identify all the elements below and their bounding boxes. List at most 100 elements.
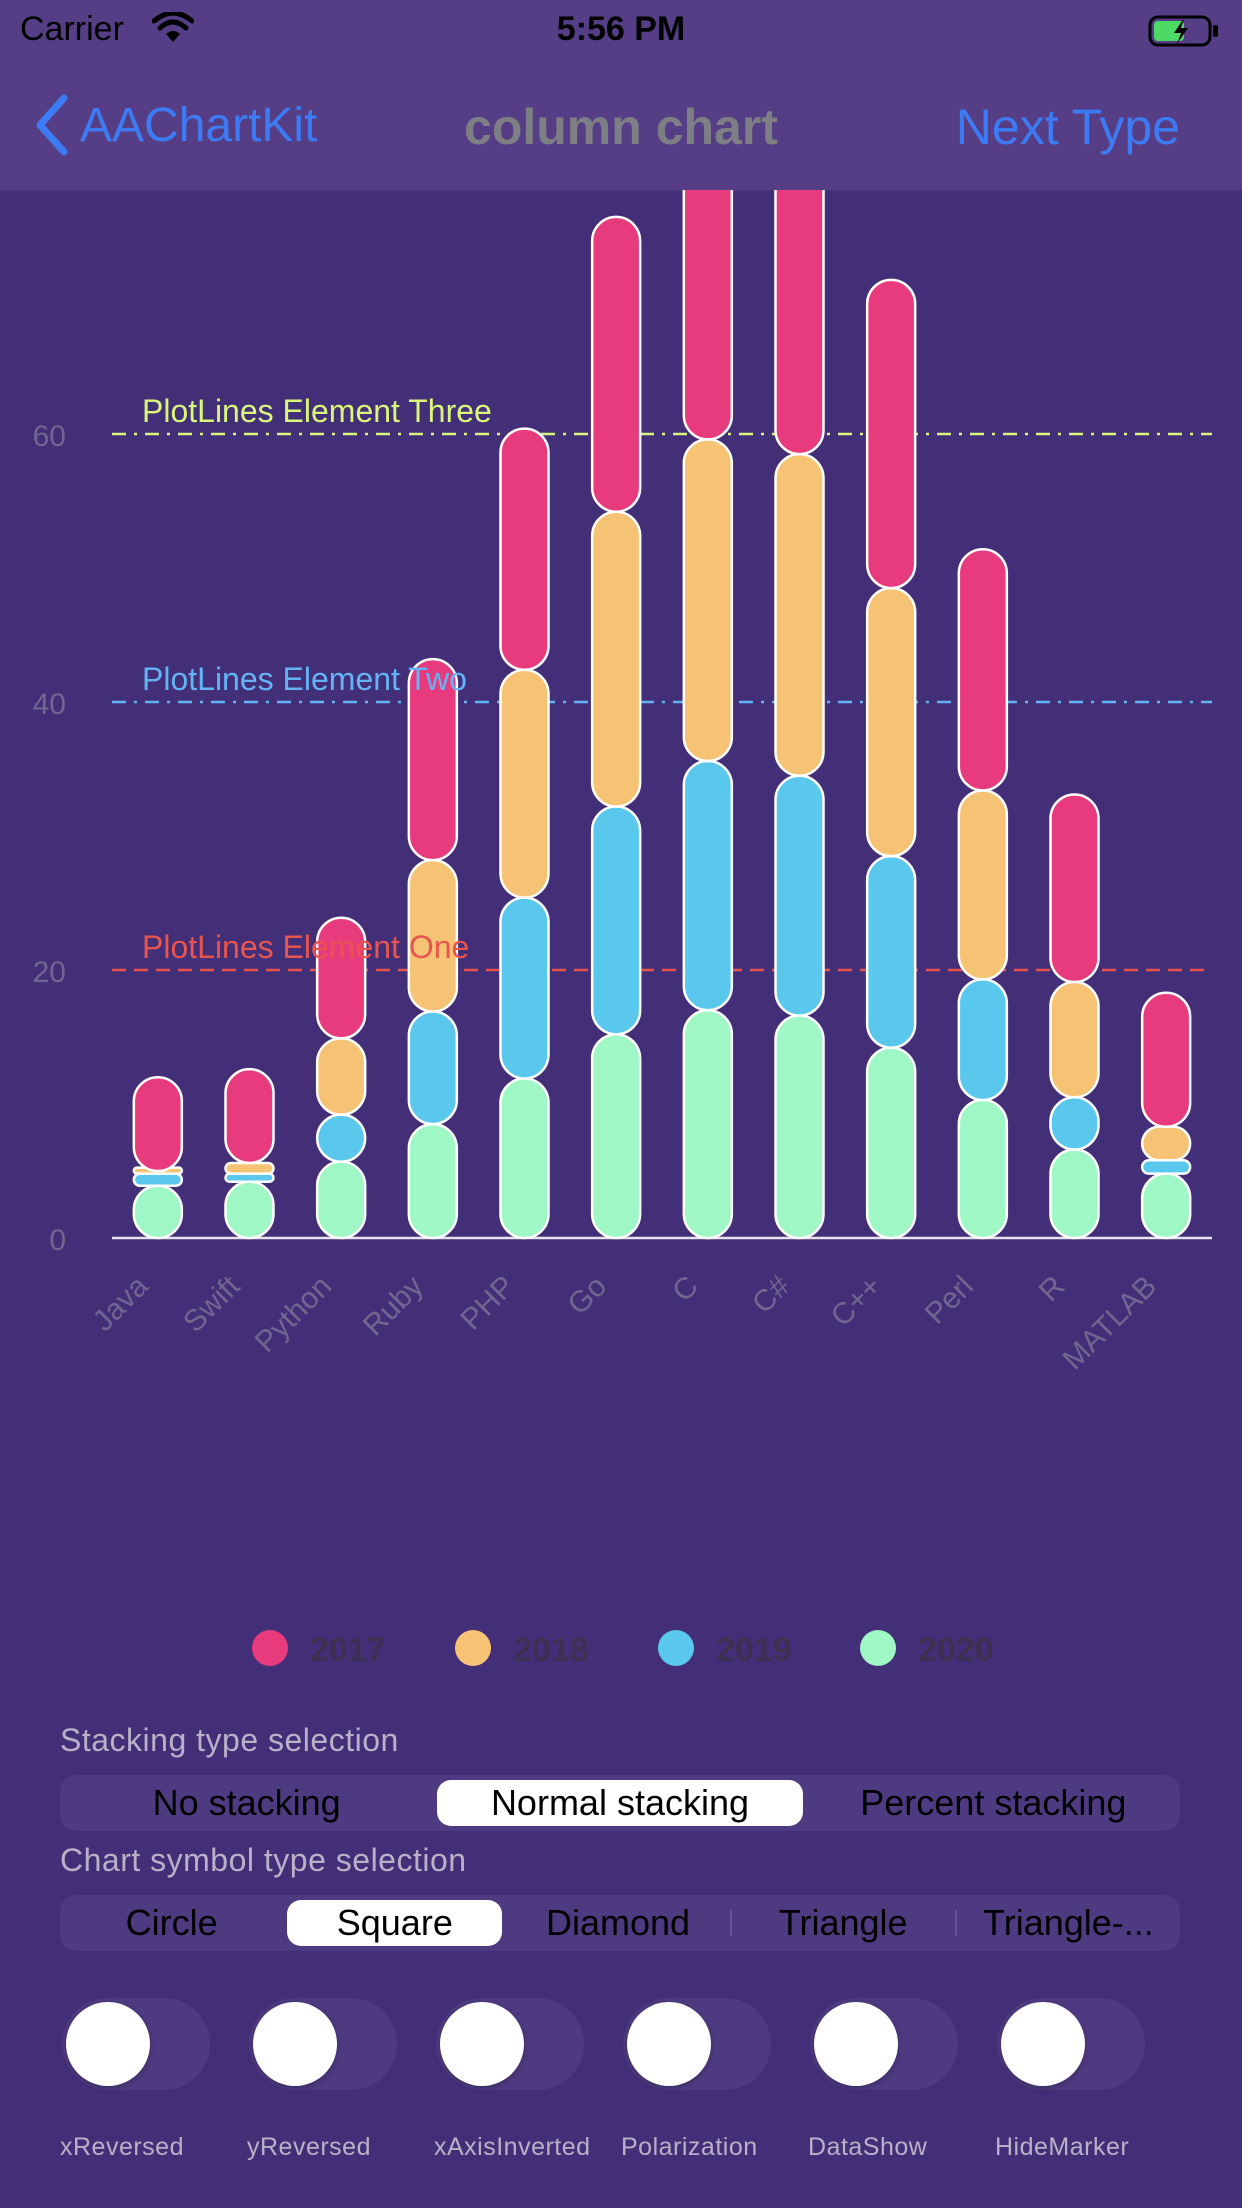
- bar-segment[interactable]: [1140, 1125, 1192, 1162]
- stacking-option[interactable]: Percent stacking: [860, 1782, 1127, 1823]
- bar-segment[interactable]: [407, 1010, 459, 1126]
- bar-segment[interactable]: [1049, 980, 1100, 1099]
- legend-marker: [860, 1630, 896, 1666]
- bar-segment[interactable]: [224, 1067, 275, 1165]
- legend-item[interactable]: 2019: [658, 1630, 792, 1669]
- segment-divider: [729, 1910, 732, 1936]
- bar-segment[interactable]: [1049, 793, 1100, 984]
- bar-segment[interactable]: [1049, 1096, 1100, 1151]
- plot-line-label: PlotLines Element Three: [142, 393, 492, 429]
- wifi-icon: [151, 10, 195, 49]
- x-tick-label: R: [1033, 1270, 1072, 1309]
- bar-segment[interactable]: [774, 774, 825, 1017]
- bar-segment[interactable]: [865, 854, 917, 1049]
- symbol-option[interactable]: Circle: [125, 1902, 218, 1943]
- bar-segment[interactable]: [590, 805, 642, 1036]
- x-tick-label: Python: [249, 1270, 338, 1359]
- toggle-switch[interactable]: [623, 1998, 771, 2090]
- toggle-knob: [1001, 2002, 1085, 2086]
- bar-segment[interactable]: [499, 896, 550, 1080]
- bar-segment[interactable]: [499, 668, 550, 899]
- chevron-left-icon: [36, 94, 68, 156]
- y-tick-label: 20: [33, 956, 66, 989]
- legend-marker: [455, 1630, 491, 1666]
- symbol-option[interactable]: Triangle: [778, 1902, 908, 1943]
- bar-segment[interactable]: [957, 789, 1009, 981]
- toggle-switch[interactable]: [810, 1998, 958, 2090]
- symbol-option[interactable]: Diamond: [545, 1902, 691, 1943]
- bar-segment[interactable]: [590, 510, 642, 808]
- stacking-option[interactable]: No stacking: [152, 1782, 341, 1823]
- x-tick-label: MATLAB: [1056, 1270, 1163, 1377]
- bar-segment[interactable]: [224, 1180, 275, 1240]
- back-button[interactable]: AAChartKit: [34, 90, 317, 160]
- toggle-label: xAxisInverted: [434, 2133, 591, 2161]
- next-type-button[interactable]: Next Type: [955, 99, 1180, 155]
- bar-segment[interactable]: [315, 1113, 367, 1163]
- bar-segment[interactable]: [1140, 1172, 1192, 1240]
- bar-segment[interactable]: [315, 1037, 367, 1116]
- bar-segment[interactable]: [315, 1160, 367, 1240]
- bar-segment[interactable]: [132, 1172, 184, 1187]
- bar-segment[interactable]: [774, 1014, 825, 1240]
- symbol-segmented-control[interactable]: Circle Square Diamond Triangle Triangle-...: [60, 1895, 1180, 1951]
- toggle-switch[interactable]: [997, 1998, 1145, 2090]
- x-tick-label: Perl: [919, 1270, 980, 1331]
- toggle-knob: [814, 2002, 898, 2086]
- bar-segment[interactable]: [499, 427, 550, 672]
- status-time: 5:56 PM: [556, 10, 686, 48]
- bar-segment[interactable]: [132, 1075, 184, 1173]
- bar-segment[interactable]: [774, 452, 825, 777]
- bar-segment[interactable]: [774, 190, 825, 456]
- bar-segment[interactable]: [865, 586, 917, 858]
- bar-segment[interactable]: [682, 759, 734, 1012]
- bar-segment[interactable]: [132, 1184, 184, 1240]
- column-chart: 020406080JavaSwiftPythonRubyPHPGoCC#C++P…: [33, 190, 1212, 1669]
- plot-line-label: PlotLines Element Two: [142, 661, 467, 697]
- bar-segment[interactable]: [224, 1161, 275, 1175]
- toggle-switch[interactable]: [62, 1998, 210, 2090]
- bar-segment[interactable]: [499, 1077, 550, 1240]
- bar-segment[interactable]: [590, 215, 642, 513]
- bar-segment[interactable]: [590, 1033, 642, 1240]
- legend-item[interactable]: 2020: [860, 1630, 994, 1669]
- bar-segment[interactable]: [682, 190, 734, 441]
- x-tick-label: Java: [87, 1269, 155, 1337]
- bar-segment[interactable]: [957, 978, 1009, 1102]
- bar-segment[interactable]: [865, 1046, 917, 1240]
- stacking-option[interactable]: Normal stacking: [437, 1780, 803, 1826]
- battery-charging-icon: [1148, 14, 1220, 53]
- x-tick-label: Go: [561, 1270, 613, 1322]
- page-title: column chart: [464, 99, 778, 155]
- symbol-option[interactable]: Triangle-...: [983, 1902, 1154, 1943]
- carrier-label: Carrier: [20, 10, 124, 48]
- bar-segment[interactable]: [957, 547, 1009, 792]
- toggle-switch[interactable]: [436, 1998, 584, 2090]
- bar-segment[interactable]: [315, 916, 367, 1040]
- bar-segment[interactable]: [1140, 991, 1192, 1129]
- bar-segment[interactable]: [682, 1008, 734, 1240]
- toggle-label: DataShow: [808, 2133, 928, 2161]
- bar-segment[interactable]: [682, 438, 734, 763]
- bar-segment[interactable]: [407, 1122, 459, 1240]
- legend-item[interactable]: 2017: [252, 1630, 386, 1669]
- toggle-label: Polarization: [621, 2133, 758, 2161]
- toggle-switch[interactable]: [249, 1998, 397, 2090]
- legend-marker: [252, 1630, 288, 1666]
- y-tick-label: 0: [49, 1224, 66, 1257]
- toggle-knob: [627, 2002, 711, 2086]
- bar-segment[interactable]: [1049, 1148, 1100, 1240]
- bar-segment[interactable]: [407, 657, 459, 862]
- legend-label: 2017: [310, 1631, 386, 1669]
- legend-item[interactable]: 2018: [455, 1630, 589, 1669]
- bar-segment[interactable]: [865, 278, 917, 590]
- bar-segment[interactable]: [957, 1098, 1009, 1240]
- legend-label: 2018: [513, 1631, 589, 1669]
- stacking-segmented-control[interactable]: No stacking Normal stacking Percent stacki…: [60, 1775, 1180, 1831]
- bar-segment[interactable]: [1140, 1159, 1192, 1175]
- navigation-bar: AAChartKit column chart Next Type: [0, 62, 1242, 191]
- symbol-option[interactable]: Square: [287, 1900, 503, 1946]
- back-button-label: AAChartKit: [80, 98, 318, 152]
- legend-label: 2020: [918, 1631, 994, 1669]
- toggle-knob: [66, 2002, 150, 2086]
